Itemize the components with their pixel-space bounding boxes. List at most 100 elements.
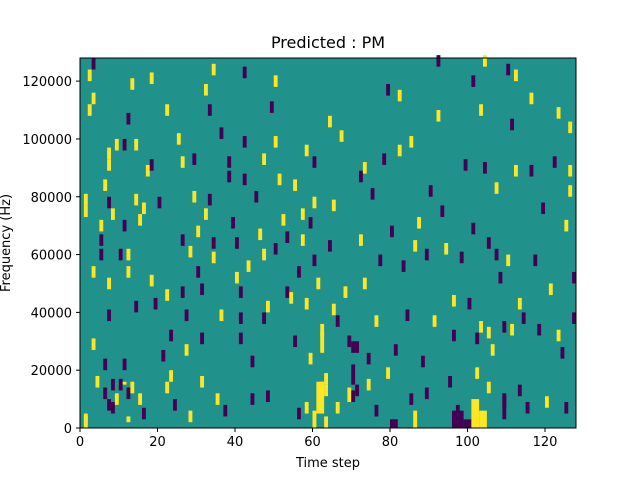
- heatmap-cell: [556, 329, 561, 342]
- heatmap-cell: [180, 156, 185, 168]
- heatmap-cell: [529, 92, 534, 105]
- heatmap-cell: [440, 205, 445, 217]
- heatmap-cell: [452, 295, 456, 307]
- heatmap-cell: [200, 375, 205, 388]
- heatmap-cell: [568, 185, 573, 197]
- heatmap-block: [390, 419, 398, 428]
- heatmap-cell: [107, 277, 112, 290]
- heatmap-cell: [242, 66, 247, 79]
- heatmap-block: [320, 332, 325, 353]
- heatmap-cell: [405, 309, 410, 322]
- heatmap-cell: [502, 321, 507, 333]
- heatmap-cell: [308, 352, 313, 365]
- y-tick-label: 20000: [31, 364, 72, 379]
- heatmap-cell: [339, 130, 344, 142]
- heatmap-cell: [479, 104, 484, 116]
- heatmap-cell: [200, 332, 205, 345]
- heatmap-cell: [351, 390, 356, 402]
- heatmap-cell: [510, 323, 515, 336]
- heatmap-block: [126, 416, 131, 423]
- heatmap-cell: [142, 407, 146, 420]
- heatmap-cell: [134, 138, 139, 151]
- heatmap-cell: [134, 193, 139, 206]
- heatmap-cell: [107, 159, 112, 171]
- heatmap-cell: [126, 248, 131, 261]
- heatmap-cell: [347, 335, 352, 348]
- heatmap-cell: [165, 289, 170, 301]
- heatmap-cell: [308, 216, 313, 229]
- heatmap-cell: [184, 309, 189, 322]
- heatmap-cell: [130, 381, 135, 394]
- heatmap-cell: [227, 156, 232, 168]
- heatmap-cell: [514, 164, 518, 177]
- heatmap-cell: [335, 315, 340, 327]
- heatmap-cell: [328, 115, 332, 128]
- heatmap-cell: [149, 274, 154, 287]
- heatmap-block: [324, 416, 329, 428]
- heatmap-cell: [211, 63, 216, 76]
- heatmap-cell: [122, 219, 127, 232]
- heatmap-cell: [374, 315, 379, 327]
- heatmap-cell: [184, 344, 189, 356]
- heatmap-cell: [250, 355, 255, 368]
- heatmap-cell: [83, 413, 88, 426]
- heatmap-block: [471, 399, 480, 428]
- y-tick-label: 60000: [31, 249, 72, 264]
- heatmap-cell: [498, 271, 503, 284]
- x-tick-label: 120: [533, 435, 558, 450]
- heatmap-cell: [517, 384, 522, 397]
- heatmap-cell: [161, 349, 166, 362]
- x-axis-label: Time step: [295, 456, 360, 471]
- heatmap-cell: [285, 286, 290, 298]
- heatmap-cell: [235, 237, 239, 249]
- heatmap-cell: [537, 323, 542, 336]
- heatmap-cell: [107, 196, 112, 209]
- heatmap-cell: [269, 101, 274, 113]
- heatmap-cell: [424, 387, 429, 400]
- heatmap-cell: [386, 367, 391, 379]
- heatmap-cell: [459, 251, 464, 264]
- heatmap-cell: [502, 396, 507, 408]
- heatmap-cell: [475, 332, 480, 345]
- heatmap-block: [486, 381, 491, 394]
- heatmap-cell: [432, 315, 437, 327]
- chart-title: Predicted : PM: [271, 33, 385, 52]
- heatmap-cell: [126, 112, 131, 125]
- heatmap-cell: [262, 312, 267, 324]
- y-tick-label: 80000: [31, 191, 72, 206]
- heatmap-cell: [568, 164, 573, 177]
- heatmap-cell: [266, 300, 270, 313]
- heatmap-cell: [103, 387, 108, 400]
- heatmap-cell: [273, 136, 278, 148]
- heatmap-cell: [545, 396, 549, 408]
- heatmap-cell: [366, 378, 371, 391]
- heatmap-cell: [192, 153, 197, 165]
- heatmap-cell: [196, 225, 201, 238]
- x-axis: 0 20 40 60 80 100 120: [76, 428, 558, 450]
- heatmap-cell: [506, 254, 511, 267]
- heatmap-cell: [211, 237, 216, 249]
- heatmap-cell: [572, 271, 577, 284]
- heatmap-cell: [103, 358, 108, 371]
- heatmap-cell: [145, 164, 150, 177]
- heatmap-cell: [300, 234, 305, 246]
- heatmap-cell: [258, 228, 263, 241]
- heatmap-cell: [254, 190, 259, 203]
- heatmap-cell: [421, 355, 425, 368]
- x-tick-label: 0: [76, 435, 84, 450]
- heatmap-cell: [273, 243, 278, 255]
- heatmap-cell: [324, 384, 329, 397]
- heatmap-cell: [196, 266, 201, 278]
- heatmap-cell: [200, 283, 205, 296]
- heatmap-cell: [486, 237, 491, 249]
- heatmap-cell: [134, 300, 139, 313]
- heatmap-cell: [335, 401, 340, 414]
- heatmap-cell: [541, 202, 546, 215]
- heatmap-cell: [211, 251, 216, 264]
- heatmap-cell: [483, 162, 487, 174]
- heatmap-cell: [219, 127, 224, 139]
- heatmap-cell: [328, 240, 332, 252]
- heatmap-cell: [436, 55, 441, 67]
- heatmap-cell: [242, 136, 247, 148]
- heatmap-cell: [83, 193, 88, 206]
